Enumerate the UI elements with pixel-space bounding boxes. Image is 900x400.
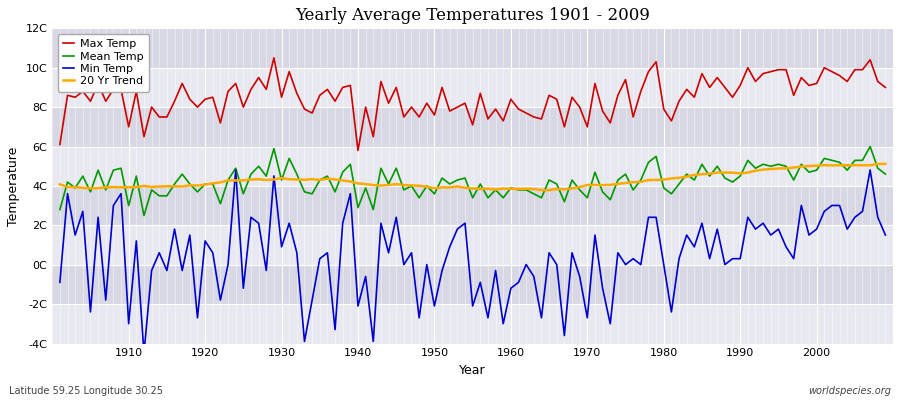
Mean Temp	[513, 188, 524, 192]
Min Temp	[55, 280, 66, 285]
Min Temp	[299, 339, 310, 344]
Min Temp	[139, 351, 149, 356]
X-axis label: Year: Year	[459, 364, 486, 377]
Bar	[52, 304, 893, 344]
Bar	[52, 146, 893, 186]
Mean Temp	[506, 186, 517, 190]
Max Temp	[613, 93, 624, 98]
Mean Temp	[55, 207, 66, 212]
Legend: Max Temp, Mean Temp, Min Temp, 20 Yr Trend: Max Temp, Mean Temp, Min Temp, 20 Yr Tre…	[58, 34, 149, 92]
20 Yr Trend	[880, 162, 891, 166]
Max Temp	[880, 85, 891, 90]
Bar	[52, 68, 893, 107]
Max Temp	[338, 85, 348, 90]
20 Yr Trend	[284, 177, 294, 182]
Mean Temp	[115, 166, 126, 171]
Line: Max Temp: Max Temp	[60, 58, 886, 150]
20 Yr Trend	[544, 188, 554, 192]
20 Yr Trend	[329, 177, 340, 182]
Line: Min Temp: Min Temp	[60, 170, 886, 353]
Bar	[52, 225, 893, 265]
20 Yr Trend	[498, 186, 508, 191]
Max Temp	[521, 111, 532, 116]
Mean Temp	[139, 213, 149, 218]
Mean Temp	[338, 170, 348, 174]
Max Temp	[292, 91, 302, 96]
20 Yr Trend	[605, 182, 616, 187]
Bar	[52, 265, 893, 304]
Text: worldspecies.org: worldspecies.org	[808, 386, 891, 396]
Min Temp	[115, 191, 126, 196]
Min Temp	[513, 280, 524, 285]
Max Temp	[115, 87, 126, 92]
Min Temp	[613, 250, 624, 255]
Mean Temp	[865, 144, 876, 149]
Text: Latitude 59.25 Longitude 30.25: Latitude 59.25 Longitude 30.25	[9, 386, 163, 396]
Min Temp	[230, 168, 241, 172]
Line: Mean Temp: Mean Temp	[60, 146, 886, 216]
Max Temp	[513, 107, 524, 112]
Max Temp	[55, 142, 66, 147]
Min Temp	[521, 262, 532, 267]
Line: 20 Yr Trend: 20 Yr Trend	[60, 164, 886, 190]
Y-axis label: Temperature: Temperature	[7, 146, 20, 226]
Mean Temp	[292, 172, 302, 176]
Title: Yearly Average Temperatures 1901 - 2009: Yearly Average Temperatures 1901 - 2009	[295, 7, 650, 24]
Mean Temp	[880, 172, 891, 176]
Max Temp	[353, 148, 364, 153]
Min Temp	[880, 233, 891, 238]
Bar	[52, 28, 893, 68]
Min Temp	[345, 191, 356, 196]
Mean Temp	[605, 197, 616, 202]
Bar	[52, 186, 893, 225]
20 Yr Trend	[506, 186, 517, 191]
20 Yr Trend	[55, 182, 66, 187]
Max Temp	[268, 56, 279, 60]
20 Yr Trend	[115, 185, 126, 190]
Bar	[52, 107, 893, 146]
